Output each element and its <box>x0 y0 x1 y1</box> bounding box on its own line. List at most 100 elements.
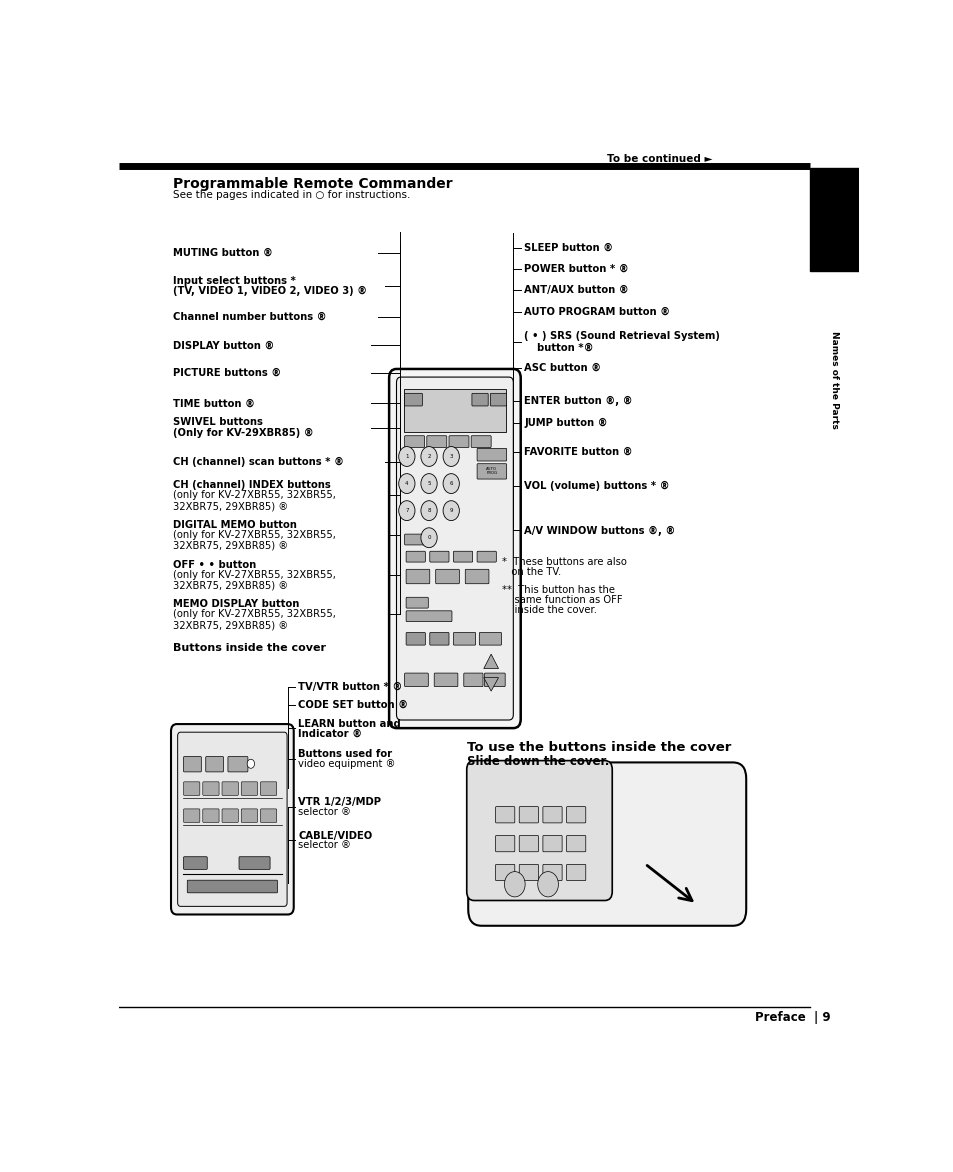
Text: PICTURE buttons ®: PICTURE buttons ® <box>173 368 281 377</box>
Text: 0: 0 <box>427 536 431 540</box>
FancyBboxPatch shape <box>429 633 449 645</box>
Text: LEARN button and: LEARN button and <box>298 718 400 729</box>
Text: *  These buttons are also: * These buttons are also <box>501 557 626 567</box>
FancyBboxPatch shape <box>406 598 428 608</box>
Circle shape <box>420 447 436 466</box>
Text: CH (channel) scan buttons * ®: CH (channel) scan buttons * ® <box>173 457 344 466</box>
Text: VOL (volume) buttons * ®: VOL (volume) buttons * ® <box>524 482 669 491</box>
FancyBboxPatch shape <box>177 732 287 906</box>
Text: To use the buttons inside the cover: To use the buttons inside the cover <box>466 742 730 755</box>
Text: A/V WINDOW buttons ®, ®: A/V WINDOW buttons ®, ® <box>524 525 675 536</box>
FancyBboxPatch shape <box>542 865 561 880</box>
Text: 9: 9 <box>449 509 453 513</box>
Text: 3: 3 <box>449 454 453 459</box>
FancyBboxPatch shape <box>453 551 472 563</box>
Text: (TV, VIDEO 1, VIDEO 2, VIDEO 3) ®: (TV, VIDEO 1, VIDEO 2, VIDEO 3) ® <box>173 286 367 297</box>
FancyBboxPatch shape <box>518 865 537 880</box>
Text: DIGITAL MEMO button: DIGITAL MEMO button <box>173 520 296 530</box>
FancyBboxPatch shape <box>429 551 449 563</box>
Text: Channel number buttons ®: Channel number buttons ® <box>173 312 327 321</box>
Circle shape <box>420 500 436 520</box>
FancyBboxPatch shape <box>404 394 422 406</box>
Text: AUTO PROGRAM button ®: AUTO PROGRAM button ® <box>524 307 670 318</box>
Circle shape <box>442 473 459 493</box>
FancyBboxPatch shape <box>449 436 469 448</box>
Text: selector ®: selector ® <box>298 808 351 817</box>
Text: 32XBR75, 29XBR85) ®: 32XBR75, 29XBR85) ® <box>173 580 288 591</box>
FancyBboxPatch shape <box>171 724 294 914</box>
FancyBboxPatch shape <box>426 436 446 448</box>
Text: ( • ) SRS (Sound Retrieval System): ( • ) SRS (Sound Retrieval System) <box>524 332 720 341</box>
Text: video equipment ®: video equipment ® <box>298 759 395 769</box>
FancyBboxPatch shape <box>241 782 257 796</box>
Circle shape <box>420 473 436 493</box>
Text: CABLE/VIDEO: CABLE/VIDEO <box>298 831 372 840</box>
Text: on the TV.: on the TV. <box>501 567 561 577</box>
FancyBboxPatch shape <box>468 763 745 926</box>
FancyBboxPatch shape <box>495 865 515 880</box>
FancyBboxPatch shape <box>518 806 537 823</box>
Text: SLEEP button ®: SLEEP button ® <box>524 243 613 253</box>
Text: MEMO DISPLAY button: MEMO DISPLAY button <box>173 600 299 609</box>
Circle shape <box>442 447 459 466</box>
FancyBboxPatch shape <box>203 809 219 823</box>
FancyBboxPatch shape <box>453 633 476 645</box>
FancyBboxPatch shape <box>183 857 207 870</box>
Text: JUMP button ®: JUMP button ® <box>524 418 607 428</box>
Text: ASC button ®: ASC button ® <box>524 363 601 373</box>
Text: OFF • • button: OFF • • button <box>173 560 256 570</box>
Circle shape <box>398 447 415 466</box>
FancyBboxPatch shape <box>436 570 459 584</box>
FancyBboxPatch shape <box>187 880 277 893</box>
Text: TV/VTR button * ®: TV/VTR button * ® <box>298 682 402 691</box>
FancyBboxPatch shape <box>495 836 515 852</box>
FancyBboxPatch shape <box>203 782 219 796</box>
FancyBboxPatch shape <box>404 673 428 687</box>
Text: To be continued ►: To be continued ► <box>606 154 712 164</box>
Text: CODE SET button ®: CODE SET button ® <box>298 700 408 710</box>
FancyBboxPatch shape <box>228 757 248 772</box>
Text: **  This button has the: ** This button has the <box>501 585 615 595</box>
FancyBboxPatch shape <box>471 436 491 448</box>
FancyBboxPatch shape <box>406 551 425 563</box>
Text: (only for KV-27XBR55, 32XBR55,: (only for KV-27XBR55, 32XBR55, <box>173 490 335 500</box>
FancyBboxPatch shape <box>183 782 199 796</box>
Text: TIME button ®: TIME button ® <box>173 398 255 408</box>
Text: See the pages indicated in ○ for instructions.: See the pages indicated in ○ for instruc… <box>173 190 410 199</box>
Text: 32XBR75, 29XBR85) ®: 32XBR75, 29XBR85) ® <box>173 540 288 551</box>
FancyBboxPatch shape <box>566 836 585 852</box>
FancyBboxPatch shape <box>183 757 201 772</box>
Text: ANT/AUX button ®: ANT/AUX button ® <box>524 285 629 294</box>
Circle shape <box>420 527 436 547</box>
Text: Input select buttons *: Input select buttons * <box>173 275 295 286</box>
Circle shape <box>442 500 459 520</box>
FancyBboxPatch shape <box>490 394 506 406</box>
FancyBboxPatch shape <box>478 633 501 645</box>
Text: 6: 6 <box>449 481 453 486</box>
FancyBboxPatch shape <box>465 570 488 584</box>
Circle shape <box>247 759 254 769</box>
Text: 5: 5 <box>427 481 431 486</box>
Text: 2: 2 <box>427 454 431 459</box>
Text: AUTO
PROG: AUTO PROG <box>486 466 497 475</box>
Text: 32XBR75, 29XBR85) ®: 32XBR75, 29XBR85) ® <box>173 502 288 511</box>
Text: button *®: button *® <box>537 342 593 353</box>
FancyBboxPatch shape <box>566 865 585 880</box>
Circle shape <box>398 500 415 520</box>
Text: selector ®: selector ® <box>298 840 351 851</box>
FancyBboxPatch shape <box>206 757 223 772</box>
Text: POWER button * ®: POWER button * ® <box>524 264 629 274</box>
Text: (only for KV-27XBR55, 32XBR55,: (only for KV-27XBR55, 32XBR55, <box>173 609 335 620</box>
FancyBboxPatch shape <box>222 809 238 823</box>
Circle shape <box>537 872 558 897</box>
FancyBboxPatch shape <box>239 857 270 870</box>
Circle shape <box>504 872 524 897</box>
Text: MUTING button ®: MUTING button ® <box>173 247 273 258</box>
FancyBboxPatch shape <box>466 761 612 900</box>
Text: (Only for KV-29XBR85) ®: (Only for KV-29XBR85) ® <box>173 428 314 438</box>
Text: DISPLAY button ®: DISPLAY button ® <box>173 341 274 350</box>
Text: Buttons used for: Buttons used for <box>298 749 392 759</box>
Text: SWIVEL buttons: SWIVEL buttons <box>173 417 263 428</box>
FancyBboxPatch shape <box>396 377 513 720</box>
FancyBboxPatch shape <box>476 449 506 461</box>
